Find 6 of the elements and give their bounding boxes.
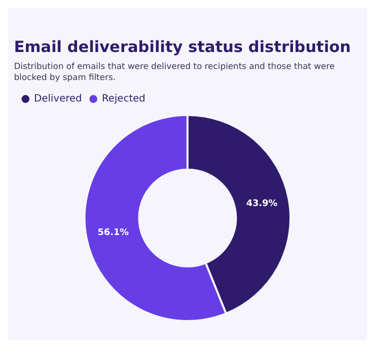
data-label: 43.9% bbox=[246, 198, 278, 209]
legend-label: Delivered bbox=[34, 94, 82, 105]
data-label: 56.1% bbox=[98, 228, 129, 238]
legend-label: Rejected bbox=[102, 94, 146, 105]
chart-title: Email deliverability status distribution bbox=[14, 38, 352, 56]
chart-subtitle: Distribution of emails that were delivered to recipients and those that were blocked by spam filters. bbox=[14, 62, 336, 84]
